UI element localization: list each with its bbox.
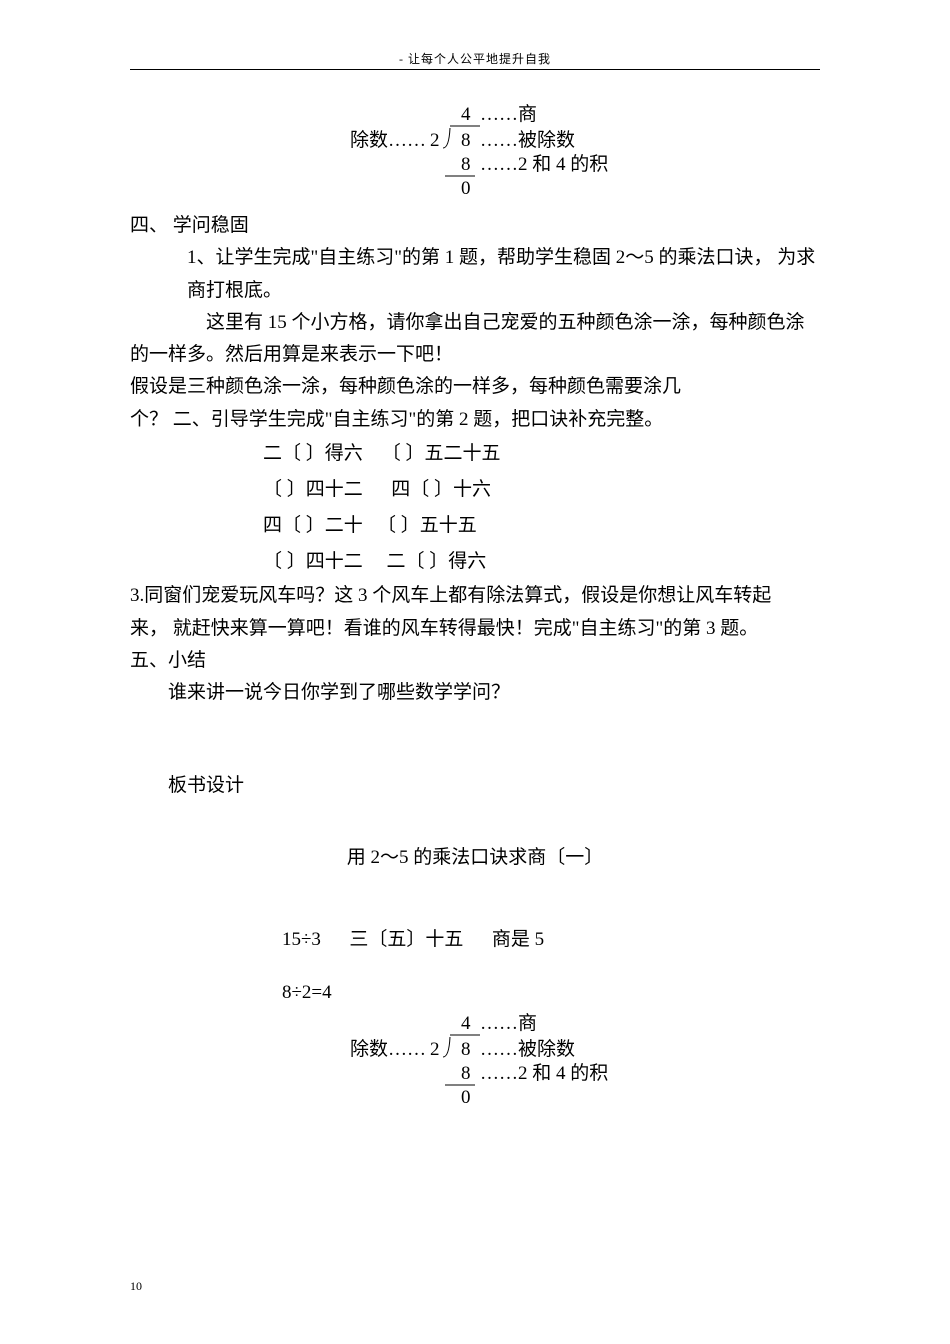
page-header: - 让每个人公平地提升自我 [130, 50, 820, 70]
quotient-value-2: 4 [461, 1013, 471, 1034]
product-label: ……2 和 4 的积 [480, 153, 608, 175]
section-4-item-1: 1、让学生完成"自主练习"的第 1 题，帮助学生稳固 2～5 的乘法口诀， 为求… [168, 242, 820, 307]
dividend-label-2: ……被除数 [480, 1038, 575, 1060]
product-value: 8 [461, 154, 471, 175]
remainder-value: 0 [461, 178, 471, 199]
divisor-value: 2 [430, 130, 440, 151]
dividend-value-2: 8 [461, 1039, 471, 1060]
divisor-label: 除数…… [350, 129, 426, 151]
divisor-value-2: 2 [430, 1039, 440, 1060]
fill-row-3: 四〔 〕二十 〔 〕五十五 [263, 508, 820, 544]
section-4-p1a: 这里有 15 个小方格，请你拿出自己宠爱的五种颜色涂一涂，每种颜色涂 [168, 307, 820, 339]
section-5-p: 谁来讲一说今日你学到了哪些数学学问？ [168, 677, 820, 709]
page-number: 10 [130, 1279, 142, 1294]
section-4-p3: 个？ 二、引导学生完成"自主练习"的第 2 题，把口诀补充完整。 [130, 404, 820, 436]
product-label-2: ……2 和 4 的积 [480, 1062, 608, 1084]
section-4-heading: 四、 学问稳固 [130, 210, 820, 242]
board-line-1: 15÷3 三〔五〕十五 商是 5 [282, 924, 820, 956]
board-line-2: 8÷2=4 [282, 977, 820, 1009]
section-4-p2: 假设是三种颜色涂一涂，每种颜色涂的一样多，每种颜色需要涂几 [130, 371, 820, 403]
divisor-label-2: 除数…… [350, 1038, 426, 1060]
dividend-label: ……被除数 [480, 129, 575, 151]
remainder-value-2: 0 [461, 1087, 471, 1108]
fill-row-1: 二〔 〕得六 〔 〕五二十五 [263, 436, 820, 472]
quotient-label: ……商 [480, 103, 537, 125]
long-division-1: 4 ……商 除数…… 2 8 ……被除数 8 ……2 和 4 的积 0 [295, 100, 655, 210]
fill-row-2: 〔 〕四十二 四〔 〕十六 [263, 472, 820, 508]
fill-row-4: 〔 〕四十二 二〔 〕得六 [263, 544, 820, 580]
long-division-2: 4 ……商 除数…… 2 8 ……被除数 8 ……2 和 4 的积 0 [295, 1009, 655, 1119]
section-4-item-3b: 来， 就赶快来算一算吧！看谁的风车转得最快！完成"自主练习"的第 3 题。 [130, 613, 820, 645]
board-heading: 板书设计 [168, 770, 820, 802]
section-4-p1b: 的一样多。然后用算是来表示一下吧！ [130, 339, 820, 371]
dividend-value: 8 [461, 130, 471, 151]
product-value-2: 8 [461, 1063, 471, 1084]
quotient-value: 4 [461, 104, 471, 125]
section-5-heading: 五、小结 [130, 645, 820, 677]
section-4-item-3a: 3.同窗们宠爱玩风车吗？这 3 个风车上都有除法算式，假设是你想让风车转起 [130, 580, 820, 612]
quotient-label-2: ……商 [480, 1012, 537, 1034]
board-title: 用 2～5 的乘法口诀求商〔一〕 [130, 842, 820, 874]
